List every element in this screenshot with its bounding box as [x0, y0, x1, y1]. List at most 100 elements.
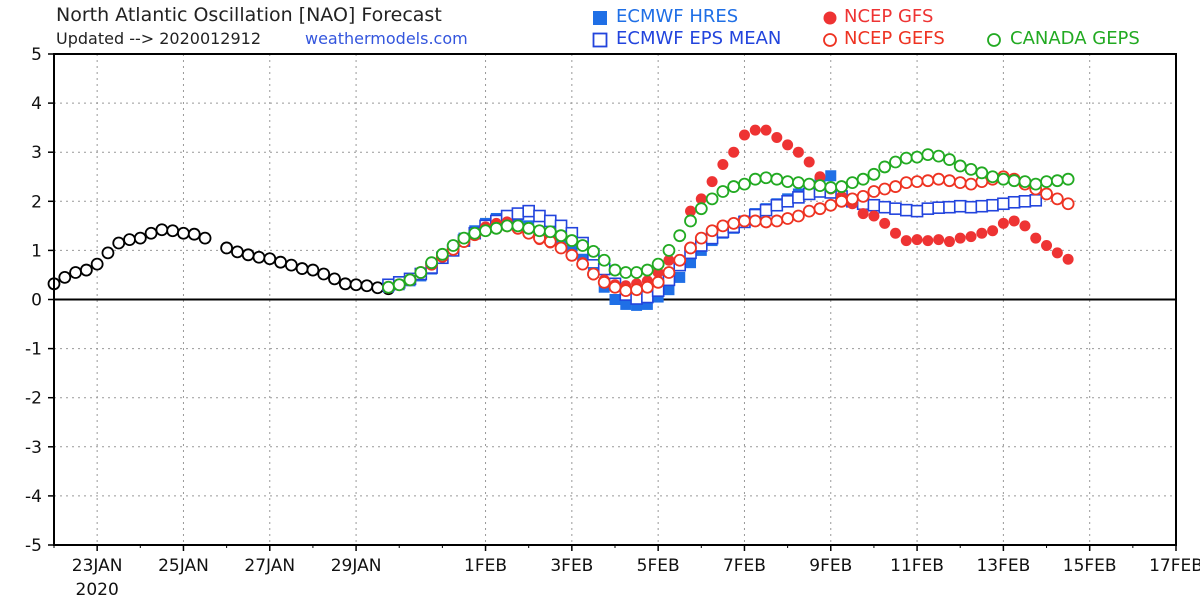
data-point [177, 226, 190, 240]
legend-label: CANADA GEPS [1010, 28, 1140, 49]
data-point [284, 258, 298, 272]
data-point [684, 241, 697, 255]
circle-open-icon [987, 33, 1001, 47]
data-point [932, 201, 945, 214]
data-point [673, 253, 687, 267]
data-point [716, 219, 730, 233]
data-point [856, 189, 870, 203]
data-point [468, 226, 482, 240]
data-point [1018, 195, 1032, 208]
data-point [640, 280, 654, 294]
data-point [144, 226, 158, 240]
data-point [587, 267, 600, 281]
data-point [155, 223, 169, 237]
data-point [522, 221, 536, 235]
y-tick-label: -3 [25, 438, 42, 458]
data-point [133, 231, 147, 245]
data-point [457, 231, 471, 245]
data-point [608, 263, 622, 277]
data-point [878, 200, 892, 214]
data-point [608, 280, 622, 294]
data-point [1050, 174, 1064, 188]
data-point [619, 284, 633, 298]
data-point [781, 195, 794, 208]
data-point [382, 280, 395, 294]
data-point [922, 235, 934, 247]
series [47, 124, 1075, 311]
data-point [425, 256, 438, 270]
data-point [705, 192, 719, 206]
data-point [997, 217, 1009, 229]
data-point [274, 255, 287, 269]
data-point [824, 198, 838, 212]
data-point [231, 245, 244, 259]
data-point [69, 266, 82, 279]
data-point [597, 275, 611, 289]
legend-label: NCEP GFS [844, 6, 934, 27]
data-point [1040, 187, 1053, 201]
data-point [759, 203, 773, 217]
data-point [964, 200, 978, 214]
data-point [543, 225, 557, 239]
legend-label: NCEP GEFS [844, 28, 945, 49]
data-point [576, 239, 590, 252]
data-point [90, 257, 104, 271]
data-point [814, 171, 826, 183]
legend-label: ECMWF HRES [616, 6, 739, 27]
data-point [533, 224, 546, 238]
data-point [760, 124, 772, 136]
data-point [1051, 247, 1063, 259]
data-point [317, 267, 331, 281]
x-tick-label: 11FEB [890, 556, 944, 576]
data-point [728, 146, 740, 158]
data-point [782, 139, 794, 151]
data-point [835, 194, 848, 208]
data-point [640, 263, 654, 277]
data-point [489, 221, 503, 235]
legend-label: ECMWF EPS MEAN [616, 28, 782, 49]
data-point [651, 275, 665, 289]
chart-title: North Atlantic Oscillation [NAO] Forecas… [56, 4, 442, 26]
data-point [889, 180, 902, 193]
data-point [770, 214, 784, 228]
data-point [435, 247, 449, 261]
circle-open-icon [823, 33, 837, 47]
data-point [813, 179, 827, 192]
data-point [781, 212, 795, 225]
data-point [1061, 172, 1075, 186]
data-point [997, 197, 1010, 211]
data-point [943, 236, 955, 248]
data-point [252, 250, 266, 264]
data-point [1041, 239, 1053, 251]
data-point [802, 177, 816, 191]
x-tick-label: 3FEB [550, 556, 593, 576]
data-point [620, 298, 632, 310]
data-point [792, 146, 804, 158]
data-point [943, 174, 956, 188]
data-point [641, 298, 653, 310]
data-point [123, 233, 136, 246]
data-point [511, 219, 525, 233]
data-point [910, 175, 924, 189]
data-point [825, 170, 837, 182]
data-point [803, 156, 815, 168]
data-point [101, 246, 115, 260]
source-link[interactable]: weathermodels.com [305, 29, 468, 48]
data-point [1019, 220, 1031, 232]
data-point [1018, 175, 1032, 189]
data-point [414, 266, 428, 279]
data-point [685, 205, 697, 217]
y-tick-label: -1 [25, 340, 42, 360]
data-point [727, 180, 741, 193]
data-point [1007, 195, 1021, 209]
data-point [867, 185, 881, 198]
y-tick-label: 1 [31, 241, 42, 261]
series-observed [47, 223, 395, 296]
data-point [738, 177, 751, 191]
data-point [511, 207, 525, 220]
data-point [954, 232, 966, 244]
data-point [921, 174, 935, 188]
data-point [943, 153, 956, 166]
data-point [738, 129, 750, 141]
data-point [856, 172, 870, 186]
